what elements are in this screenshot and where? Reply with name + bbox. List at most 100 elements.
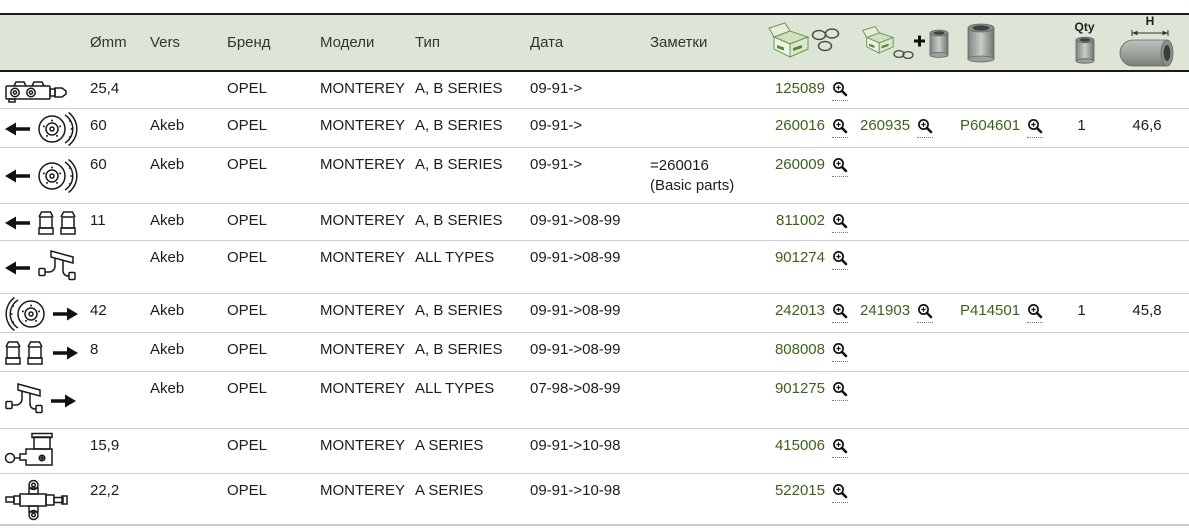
part-number-cell: 260016 [762,107,855,147]
header-stack-h: H [1111,15,1189,70]
part-type-icons [4,209,85,237]
part-number-link[interactable]: 241903 [860,301,911,319]
diameter-cell: 11 [85,202,145,240]
left-arrow-icon [4,121,30,137]
magnifier-icon[interactable] [917,303,934,323]
alt-part-number-cell [855,370,955,428]
date-cell: 09-91-> [525,107,645,147]
brake-disc-icon [37,158,79,194]
brand-cell: OPEL [227,80,268,97]
version-cell: Akeb [145,370,222,428]
date-cell: 09-91-> [525,146,645,203]
part-number-link[interactable]: 808008 [774,340,825,358]
part-type-icons [4,247,85,289]
part-type-icons [4,339,85,367]
notes-cell [645,202,762,240]
alt-part-number-cell: 241903 [855,292,955,332]
part-type-icons [4,158,85,194]
magnifier-icon[interactable] [832,81,848,101]
diameter-cell: 42 [85,292,145,332]
date-cell: 07-98->08-99 [525,370,645,428]
model-cell: MONTEREY [315,107,410,147]
table-row: Akeb OPEL MONTEREY ALL TYPES 09-91->08-99 901… [0,239,1189,293]
brand-cell: OPEL [222,292,315,332]
part-number-cell: 415006 [762,427,855,473]
part-number-link[interactable]: 901275 [774,379,825,397]
type-cell: ALL TYPES [410,239,525,293]
brand-cell: OPEL [222,202,315,240]
diameter-cell: 15,9 [85,427,145,473]
part-number-link[interactable]: 522015 [774,481,825,499]
piston-part-number-cell [955,239,1058,293]
part-number-link[interactable]: 901274 [774,248,825,266]
part-number-cell: 901274 [762,239,855,293]
model-cell: MONTEREY [315,239,410,293]
part-type-cell [0,71,85,108]
part-number-link[interactable]: 415006 [774,436,825,454]
magnifier-icon[interactable] [1027,118,1044,138]
model-cell: MONTEREY [315,472,410,526]
version-cell: Akeb [145,292,222,332]
piston-part-number-cell-content: P414501 [960,302,1058,323]
brake-hose-icon [37,247,77,289]
column-header-vers: Vers [145,13,222,72]
table-row: 25,4 OPEL MONTEREY A, B SERIES 09-91-> 125089 [0,71,1189,108]
wheel-cylinder-cups-icon [4,339,46,367]
magnifier-icon[interactable] [832,381,848,401]
part-number-link[interactable]: 125089 [774,80,825,97]
magnifier-icon[interactable] [832,250,848,270]
magnifier-icon[interactable] [832,157,848,177]
diameter-cell: 60 [85,107,145,147]
part-number-link[interactable]: 260935 [860,116,911,134]
part-number-link[interactable]: P414501 [960,301,1021,319]
column-header-p1 [762,13,855,72]
part-type-icons [4,111,85,147]
magnifier-icon[interactable] [832,303,848,323]
magnifier-icon[interactable] [917,118,934,138]
type-cell: A SERIES [410,427,525,473]
model-cell: MONTEREY [315,292,410,332]
type-cell: A, B SERIES [410,331,525,371]
column-header-brand: Бренд [222,13,315,72]
part-number-cell-content: 242013 [767,302,855,323]
magnifier-icon[interactable] [832,483,848,503]
magnifier-icon[interactable] [832,118,848,138]
quantity-cell [1058,146,1105,203]
type-cell: A, B SERIES [410,202,525,240]
magnifier-icon[interactable] [832,342,848,362]
part-number-link[interactable]: 260009 [774,155,825,173]
part-number-cell: 808008 [762,331,855,371]
magnifier-icon[interactable] [832,438,848,458]
qty-piston-icon [1072,34,1098,64]
height-cell [1105,331,1189,371]
alt-part-number-cell [855,427,955,473]
left-arrow-icon [4,168,30,184]
part-number-link[interactable]: 811002 [776,211,825,229]
part-number-cell-content: 811002 [767,212,855,233]
master-cylinder-icon [4,77,72,105]
model-cell: MONTEREY [315,370,410,428]
version-cell [145,427,222,473]
magnifier-icon[interactable] [1027,303,1044,323]
version-cell: Akeb [145,202,222,240]
column-header-label-h: H [1145,14,1155,28]
part-number-link[interactable]: P604601 [960,116,1021,134]
part-number-link[interactable]: 242013 [774,301,825,319]
notes-cell [645,71,762,108]
right-arrow-icon [53,306,79,322]
alt-part-number-cell [855,146,955,203]
part-number-link[interactable]: 260016 [774,116,825,134]
part-number-cell: 522015 [762,472,855,526]
kit-rings-icon [768,21,842,61]
column-header-label-qty: Qty [1074,20,1095,34]
model-cell: MONTEREY [320,80,406,97]
brake-disc-icon [37,111,79,147]
table-header-row: Ømm Vers Бренд Модели Тип Дата Заметки Qty H [0,13,1189,72]
part-type-icons [4,296,85,332]
table-row: 8 Akeb OPEL MONTEREY A, B SERIES 09-91->08-99… [0,331,1189,371]
magnifier-icon[interactable] [832,213,848,233]
piston-part-number-cell [955,472,1058,526]
version-cell [145,472,222,526]
part-number-cell: 125089 [762,71,855,108]
alt-part-number-cell [855,472,955,526]
